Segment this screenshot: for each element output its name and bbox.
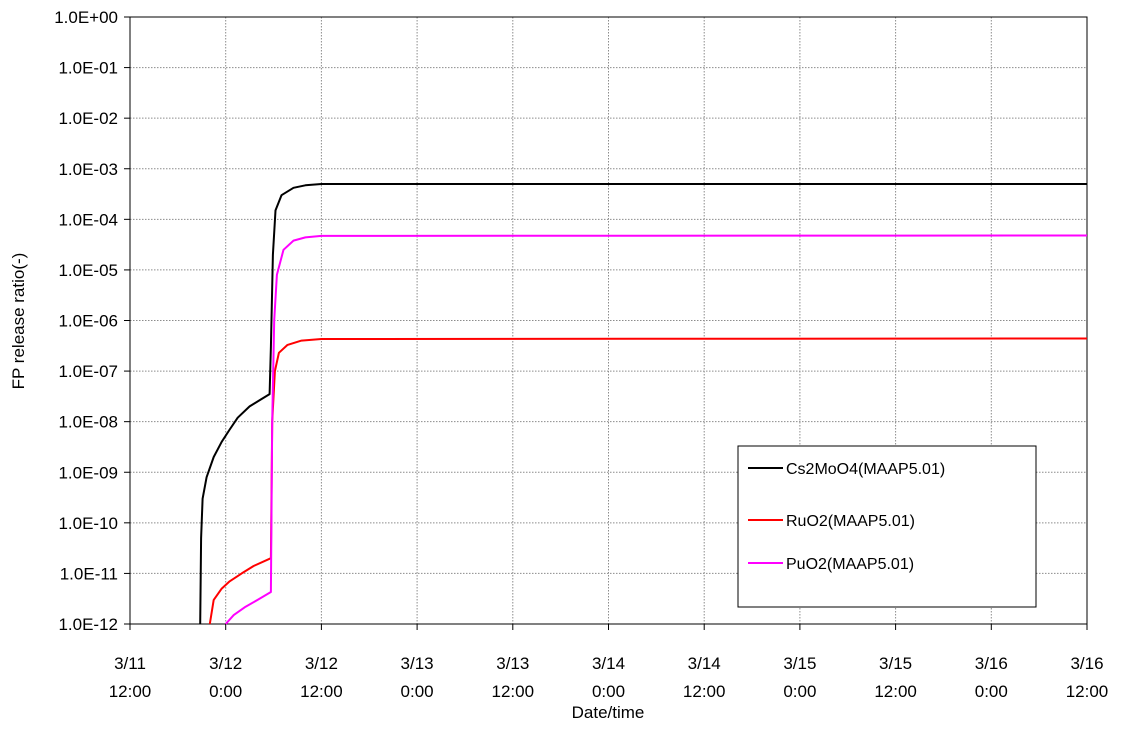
y-tick-label-11: 1.0E-11	[60, 564, 118, 583]
x-tick-label-time-5: 0:00	[592, 682, 625, 701]
x-tick-label-date-0: 3/11	[114, 654, 146, 673]
x-tick-label-time-6: 12:00	[683, 682, 726, 701]
y-tick-label-3: 1.0E-03	[58, 160, 118, 179]
y-tick-label-10: 1.0E-10	[58, 514, 118, 533]
x-tick-label-date-2: 3/12	[305, 654, 338, 673]
x-axis-ticks: 3/11 12:00 3/12 0:00 3/12 12:00 3/13 0:00 3/13 12…	[109, 624, 1109, 701]
x-tick-label-time-4: 12:00	[492, 682, 535, 701]
x-tick-label-date-7: 3/15	[783, 654, 816, 673]
x-tick-label-date-9: 3/16	[975, 654, 1008, 673]
x-tick-label-time-0: 12:00	[109, 682, 152, 701]
legend: Cs2MoO4(MAAP5.01) RuO2(MAAP5.01) PuO2(MAAP…	[737, 445, 1037, 608]
x-tick-label-time-3: 0:00	[401, 682, 434, 701]
x-tick-label-date-1: 3/12	[209, 654, 242, 673]
x-tick-label-time-9: 0:00	[975, 682, 1008, 701]
x-tick-label-time-1: 0:00	[209, 682, 242, 701]
y-tick-label-6: 1.0E-06	[58, 312, 118, 331]
y-tick-label-9: 1.0E-09	[58, 463, 118, 482]
legend-label-0: Cs2MoO4(MAAP5.01)	[786, 461, 945, 478]
y-tick-label-7: 1.0E-07	[58, 362, 118, 381]
x-axis-label: Date/time	[572, 703, 645, 722]
y-tick-label-8: 1.0E-08	[58, 413, 118, 432]
legend-label-2: PuO2(MAAP5.01)	[786, 556, 914, 573]
x-tick-label-date-10: 3/16	[1070, 654, 1103, 673]
x-tick-label-date-5: 3/14	[592, 654, 625, 673]
legend-label-1: RuO2(MAAP5.01)	[786, 513, 915, 530]
x-tick-label-time-10: 12:00	[1066, 682, 1109, 701]
series-line-0	[199, 183, 1087, 625]
x-tick-label-time-8: 12:00	[874, 682, 917, 701]
y-axis-ticks: 1.0E+00 1.0E-01 1.0E-02 1.0E-03 1.0E-04 1.0E-…	[54, 8, 130, 634]
y-tick-label-5: 1.0E-05	[58, 261, 118, 280]
series-layer	[199, 183, 1088, 625]
x-tick-label-date-8: 3/15	[879, 654, 912, 673]
x-tick-label-time-2: 12:00	[300, 682, 343, 701]
y-tick-label-2: 1.0E-02	[58, 109, 118, 128]
legend-box	[737, 445, 1037, 608]
x-tick-label-date-3: 3/13	[401, 654, 434, 673]
x-tick-label-date-4: 3/13	[496, 654, 529, 673]
y-axis-label: FP release ratio(-)	[9, 253, 28, 390]
x-tick-label-date-6: 3/14	[688, 654, 721, 673]
grid	[130, 17, 1087, 624]
series-line-2	[224, 234, 1088, 625]
x-tick-label-time-7: 0:00	[783, 682, 816, 701]
y-tick-label-4: 1.0E-04	[58, 210, 118, 229]
y-tick-label-1: 1.0E-01	[58, 59, 118, 78]
y-tick-label-0: 1.0E+00	[54, 8, 118, 27]
y-tick-label-12: 1.0E-12	[58, 615, 118, 634]
